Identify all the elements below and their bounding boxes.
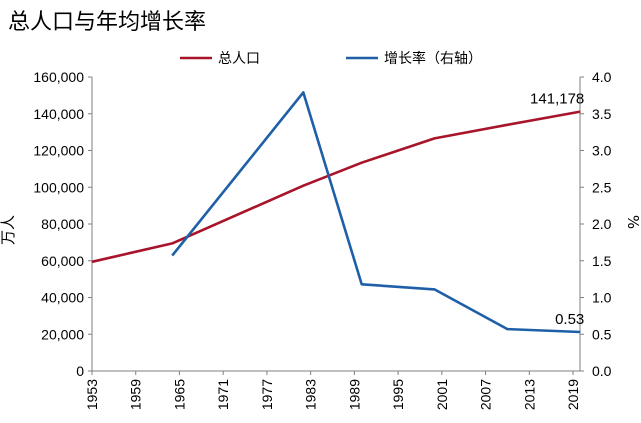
x-axis-ticks: 1953 1959 1965 1971 1977 1983 1989 1995 2001 2007… — [84, 371, 581, 410]
x-tick-label: 1995 — [390, 379, 406, 410]
right-tick-label: 4.0 — [592, 69, 612, 85]
data-label-1: 141,178 — [530, 91, 584, 108]
data-label-2: 0.53 — [555, 311, 584, 328]
left-tick-label: 140,000 — [33, 106, 84, 122]
left-tick-label: 60,000 — [41, 253, 84, 269]
left-tick-label: 160,000 — [33, 69, 84, 85]
right-tick-label: 0.5 — [592, 326, 612, 342]
x-tick-label: 1965 — [171, 379, 187, 410]
left-tick-label: 20,000 — [41, 326, 84, 342]
series-line-1 — [91, 110, 581, 264]
series-line-2 — [171, 91, 581, 334]
right-tick-label: 0.0 — [592, 363, 612, 379]
legend-label-2: 增长率（右轴） — [384, 50, 482, 67]
x-tick-label: 1971 — [215, 379, 231, 410]
series-lines — [91, 91, 581, 334]
right-axis-ticks: 0.0 0.5 1.0 1.5 2.0 2.5 3.0 3.5 4.0 — [580, 69, 612, 379]
x-tick-label: 1953 — [84, 379, 100, 410]
x-tick-label: 2013 — [521, 379, 537, 410]
axes — [91, 77, 581, 372]
left-tick-label: 80,000 — [41, 216, 84, 232]
x-tick-label: 2007 — [478, 379, 494, 410]
x-tick-label: 1983 — [303, 379, 319, 410]
right-tick-label: 3.5 — [592, 106, 612, 122]
legend: 总人口 增长率（右轴） — [180, 50, 482, 67]
left-tick-label: 100,000 — [33, 179, 84, 195]
left-axis-title: 万人 — [0, 215, 17, 245]
data-labels: 141,178 0.53 — [530, 91, 584, 328]
left-axis-ticks: 0 20,000 40,000 60,000 80,000 100,000 120,000 1… — [33, 69, 92, 379]
right-tick-label: 2.0 — [592, 216, 612, 232]
x-tick-label: 1989 — [346, 379, 362, 410]
right-tick-label: 1.5 — [592, 253, 612, 269]
left-tick-label: 0 — [76, 363, 84, 379]
right-axis-title: % — [624, 215, 641, 229]
left-tick-label: 40,000 — [41, 290, 84, 306]
x-tick-label: 2001 — [434, 379, 450, 410]
left-tick-label: 120,000 — [33, 143, 84, 159]
x-tick-label: 1977 — [259, 379, 275, 410]
right-tick-label: 2.5 — [592, 179, 612, 195]
right-tick-label: 3.0 — [592, 143, 612, 159]
chart-title: 总人口与年均增长率 — [8, 10, 207, 35]
legend-label-1: 总人口 — [218, 51, 260, 67]
x-tick-label: 1959 — [128, 379, 144, 410]
x-tick-label: 2019 — [565, 379, 581, 410]
right-tick-label: 1.0 — [592, 290, 612, 306]
